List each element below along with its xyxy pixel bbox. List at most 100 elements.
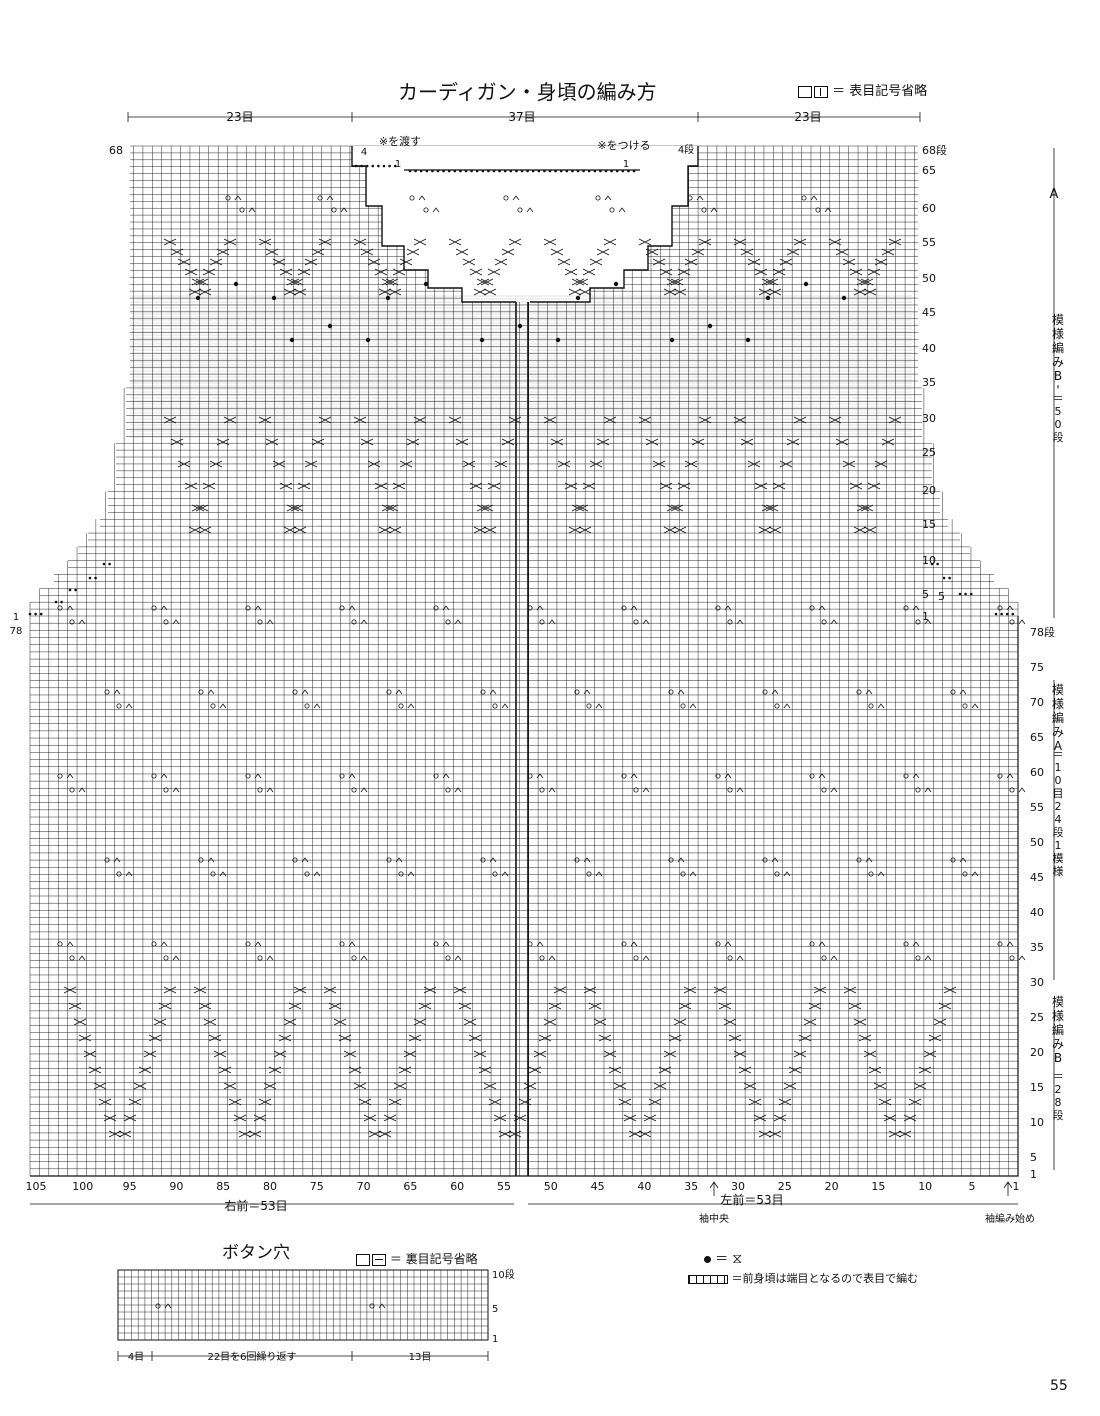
cable-symbol — [202, 268, 216, 276]
decrease-symbol — [348, 941, 356, 947]
cable-symbol — [908, 1098, 922, 1106]
decrease-symbol — [160, 941, 168, 947]
cable-symbol — [501, 248, 515, 256]
decrease-symbol — [501, 871, 509, 877]
cable-symbol — [670, 278, 684, 286]
neckline-right — [530, 146, 699, 303]
bind-off-dot — [365, 164, 369, 168]
cable-symbol — [747, 460, 761, 468]
bobble-symbol — [365, 337, 371, 343]
cable-symbol — [177, 460, 191, 468]
cable-symbol — [478, 1066, 492, 1074]
cable-symbol — [138, 1066, 152, 1074]
cable-symbol — [265, 438, 279, 446]
buttonhole-legend: ＝ 裏目記号省略 — [356, 1250, 478, 1267]
cable-symbol — [293, 986, 307, 994]
yarn-over-symbol — [687, 195, 693, 201]
yarn-over-symbol — [210, 871, 216, 877]
yarn-over-symbol — [997, 941, 1003, 947]
cable-symbol — [803, 1018, 817, 1026]
cable-symbol — [63, 986, 77, 994]
bprime-label-char: 模 — [1052, 313, 1064, 327]
column-label: 70 — [357, 1180, 371, 1193]
yoke-row-label: 25 — [922, 446, 936, 459]
cable-symbol — [283, 526, 297, 534]
cable-symbol — [738, 1066, 752, 1074]
yarn-over-symbol — [480, 857, 486, 863]
column-label: 75 — [310, 1180, 324, 1193]
cable-symbol — [293, 288, 307, 296]
column-label: 95 — [123, 1180, 137, 1193]
cable-symbol — [78, 1034, 92, 1042]
cable-symbol — [473, 288, 487, 296]
bprime-rows-char: 5 — [1055, 405, 1062, 418]
cable-symbol — [849, 268, 863, 276]
yarn-over-symbol — [239, 207, 245, 213]
yarn-over-symbol — [69, 787, 75, 793]
decrease-symbol — [1006, 941, 1014, 947]
cable-symbol — [678, 1002, 692, 1010]
cable-symbol — [508, 416, 522, 424]
bobble-symbol — [517, 323, 523, 329]
yarn-over-symbol — [595, 195, 601, 201]
cable-symbol — [476, 504, 490, 512]
decrease-symbol — [736, 787, 744, 793]
column-label: 100 — [72, 1180, 93, 1193]
cable-symbol — [691, 248, 705, 256]
cable-symbol — [582, 268, 596, 276]
yarn-over-symbol — [292, 689, 298, 695]
bind-off-dot — [515, 169, 518, 173]
bind-off-dot — [604, 169, 608, 173]
cable-symbol — [638, 416, 652, 424]
cable-symbol — [873, 1082, 887, 1090]
bind-off-dot — [930, 562, 934, 566]
cable-symbol — [860, 278, 874, 286]
pattern-b-label-char: 模 — [1052, 995, 1064, 1009]
cable-symbol — [768, 1130, 782, 1138]
decrease-symbol — [830, 955, 838, 961]
pattern-b-rows: ＝28段 — [1053, 1070, 1064, 1122]
yarn-over-symbol — [351, 619, 357, 625]
yarn-over-symbol — [903, 941, 909, 947]
cable-symbol — [293, 526, 307, 534]
decrease-symbol — [548, 955, 556, 961]
decrease-symbol — [548, 619, 556, 625]
cable-symbol — [645, 438, 659, 446]
decrease-symbol — [689, 703, 697, 709]
page-number: 55 — [1050, 1378, 1068, 1394]
cable-symbol — [279, 482, 293, 490]
cable-symbol — [501, 438, 515, 446]
cable-symbol — [583, 986, 597, 994]
lower-left-label: 1 — [13, 612, 19, 623]
body-row-label: 70 — [1030, 696, 1044, 709]
yarn-over-symbol — [445, 955, 451, 961]
cable-symbol — [923, 1050, 937, 1058]
yarn-over-symbol — [574, 689, 580, 695]
cable-symbol — [783, 1082, 797, 1090]
cable-symbol — [588, 1002, 602, 1010]
yarn-over-symbol — [856, 689, 862, 695]
cable-symbol — [673, 526, 687, 534]
cable-symbol — [462, 460, 476, 468]
decrease-symbol — [219, 703, 227, 709]
buttonhole-width-label: 13目 — [409, 1352, 432, 1363]
yarn-over-symbol — [304, 871, 310, 877]
cable-symbol — [413, 238, 427, 246]
one-marker: 1 — [395, 159, 401, 170]
body-row-label: 1 — [1030, 1168, 1037, 1181]
decrease-symbol — [407, 871, 415, 877]
yarn-over-symbol — [339, 605, 345, 611]
cable-symbol — [888, 1130, 902, 1138]
decrease-symbol — [818, 605, 826, 611]
cable-symbol — [93, 1082, 107, 1090]
yarn-over-symbol — [304, 703, 310, 709]
cable-symbol — [368, 1130, 382, 1138]
bprime-label-char: 編 — [1052, 340, 1064, 355]
cable-symbol — [753, 1114, 767, 1122]
cable-symbol — [233, 1114, 247, 1122]
cable-symbol — [378, 1130, 392, 1138]
cable-symbol — [723, 1018, 737, 1026]
yarn-over-symbol — [151, 605, 157, 611]
